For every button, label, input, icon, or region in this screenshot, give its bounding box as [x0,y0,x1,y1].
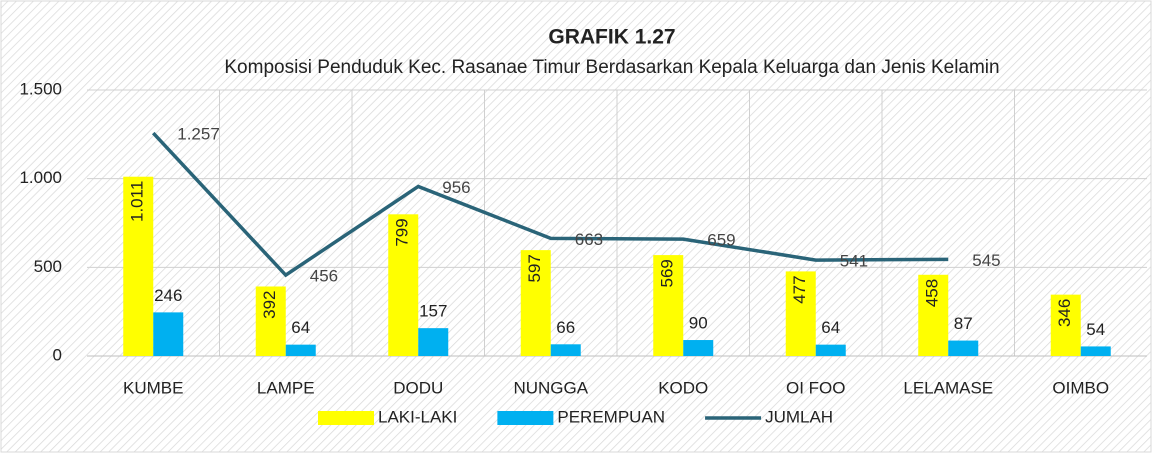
chart-title: GRAFIK 1.27 [548,26,675,49]
bar [1050,294,1081,356]
bar [388,214,419,356]
bar [153,312,184,356]
data-label: 87 [954,314,973,333]
bar [255,286,286,356]
bar [785,271,816,356]
x-tick-label: NUNGGA [513,378,588,397]
data-label: 1.011 [128,181,147,222]
data-label: 569 [658,259,677,287]
y-tick-label: 1.000 [19,168,62,187]
data-label: 66 [556,318,575,337]
chart-subtitle: Komposisi Penduduk Kec. Rasanae Timur Be… [224,57,999,78]
bar [418,328,449,356]
bar [918,274,949,356]
legend-label: LAKI-LAKI [378,407,457,426]
data-label: 1.257 [177,125,220,144]
y-tick-label: 500 [34,257,62,276]
legend-label: JUMLAH [765,407,833,426]
bar [653,255,684,356]
data-label: 54 [1086,320,1105,339]
bar [520,250,551,356]
data-label: 346 [1055,299,1074,327]
data-label: 663 [575,230,603,249]
bar [683,340,714,356]
bar [1080,346,1111,356]
data-label: 477 [790,275,809,303]
bar [815,344,846,356]
data-label: 456 [310,267,338,286]
bar [550,344,581,356]
data-label: 659 [707,231,735,250]
data-label: 157 [419,302,447,321]
x-tick-label: LAMPE [257,378,315,397]
bar [123,176,154,356]
bar [948,340,979,356]
legend-swatch [497,411,554,425]
data-label: 541 [840,252,868,271]
data-label: 597 [525,254,544,282]
x-tick-label: KODO [658,378,708,397]
data-label: 545 [972,251,1000,270]
y-tick-label: 1.500 [19,79,62,98]
x-tick-label: DODU [393,378,443,397]
data-label: 458 [923,279,942,307]
x-tick-label: OIMBO [1052,378,1109,397]
legend-swatch [318,411,374,425]
data-label: 64 [821,318,840,337]
x-tick-label: OI FOO [786,378,846,397]
data-label: 64 [291,318,310,337]
data-label: 956 [442,178,470,197]
bar [285,344,316,356]
y-tick-label: 0 [53,345,62,364]
x-tick-label: LELAMASE [903,378,993,397]
data-label: 392 [260,290,279,318]
x-tick-label: KUMBE [123,378,183,397]
data-label: 90 [689,314,708,333]
data-label: 799 [393,218,412,246]
legend-label: PEREMPUAN [557,407,665,426]
line-series [151,131,949,278]
data-label: 246 [154,286,182,305]
